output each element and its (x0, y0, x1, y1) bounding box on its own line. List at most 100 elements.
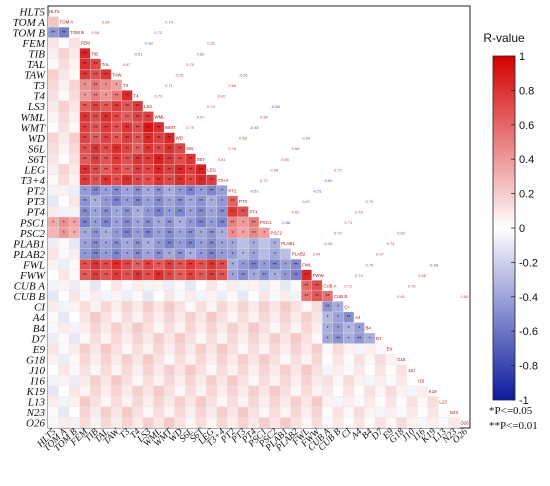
heatmap-cell (132, 332, 144, 344)
row-label: A4 (32, 312, 46, 324)
heatmap-cell (237, 385, 249, 397)
heatmap-cell (248, 332, 260, 344)
significance-marker: * (274, 252, 276, 258)
significance-marker: ** (157, 262, 161, 268)
heatmap-cell (364, 406, 376, 418)
heatmap-cell (142, 280, 154, 291)
heatmap-cell (79, 290, 91, 302)
diagonal-label: S6T (197, 157, 205, 162)
heatmap-cell (111, 301, 123, 313)
upper-value: 0.81 (207, 41, 216, 46)
heatmap-cell (47, 100, 59, 112)
heatmap-cell (174, 280, 186, 291)
row-label: S6L (28, 143, 45, 155)
significance-marker: * (147, 252, 149, 258)
significance-marker: ** (167, 146, 171, 152)
heatmap-cell (79, 385, 91, 397)
heatmap-cell (227, 311, 239, 323)
significance-marker: ** (104, 115, 108, 121)
significance-marker: * (242, 220, 244, 226)
significance-marker: ** (94, 73, 98, 79)
heatmap-cell (184, 322, 196, 334)
upper-value: 0.64 (302, 136, 311, 141)
significance-marker: * (179, 220, 181, 226)
heatmap-cell (385, 385, 397, 397)
significance-marker: * (274, 273, 276, 279)
heatmap-cell (301, 385, 312, 397)
significance-marker: ** (104, 210, 108, 216)
heatmap-cell (237, 396, 249, 408)
heatmap-cell (269, 332, 281, 344)
significance-marker: ** (104, 125, 108, 131)
significance-marker: * (189, 210, 191, 216)
upper-value: -0.62 (323, 178, 333, 183)
significance-marker: ** (94, 178, 98, 184)
significance-marker: * (158, 241, 160, 247)
diagonal-label: B4 (366, 326, 372, 331)
row-label: G18 (26, 354, 45, 366)
heatmap-cell (237, 237, 249, 249)
heatmap-cell (343, 343, 355, 355)
heatmap-cell (248, 417, 260, 429)
heatmap-cell (227, 396, 239, 408)
diagonal-label: TOM A (60, 20, 74, 25)
significance-marker: ** (104, 136, 108, 142)
heatmap-cell (206, 290, 217, 302)
heatmap-cell (311, 353, 323, 365)
heatmap-cell (301, 364, 312, 376)
significance-marker: * (337, 315, 339, 321)
diagonal-label: FWW (313, 273, 325, 278)
upper-value: 0.72 (344, 283, 353, 288)
significance-marker: ** (167, 136, 171, 142)
heatmap-cell (269, 301, 281, 313)
significance-marker: ** (357, 336, 361, 342)
upper-value: 0.79 (186, 125, 195, 130)
heatmap-cell (100, 353, 112, 365)
heatmap-cell (58, 417, 70, 429)
upper-value: -0.62 (144, 41, 154, 46)
significance-marker: * (63, 220, 65, 226)
heatmap-cell (47, 353, 59, 365)
heatmap-cell (364, 417, 376, 429)
heatmap-cell (237, 417, 249, 429)
heatmap-cell (132, 406, 144, 418)
heatmap-cell (438, 417, 450, 429)
heatmap-cell (248, 353, 260, 365)
heatmap-cell (68, 353, 80, 365)
significance-marker: ** (157, 146, 161, 152)
heatmap-cell (47, 37, 59, 49)
heatmap-cell (47, 385, 59, 397)
significance-marker: ** (104, 146, 108, 152)
upper-value: -0.58 (281, 220, 291, 225)
upper-triangle-values: 0.65 0.74 0.58 0.72 -0.62 0.81 -0.51 0.85 0.67 0.… (91, 20, 469, 299)
significance-marker: * (73, 231, 75, 237)
heatmap-cell (68, 164, 80, 175)
significance-marker: ** (94, 189, 98, 195)
significance-marker: ** (188, 157, 192, 163)
significance-marker: ** (115, 115, 119, 121)
heatmap-cell (100, 417, 112, 429)
heatmap-cell (364, 385, 376, 397)
heatmap-cell (364, 396, 376, 408)
heatmap-cell (47, 111, 59, 123)
heatmap-cell (79, 375, 91, 386)
heatmap-cell (216, 396, 228, 408)
row-label: FEM (21, 38, 45, 50)
significance-marker: * (126, 241, 128, 247)
upper-value: 0.58 (239, 136, 248, 141)
significance-marker: ** (157, 157, 161, 163)
heatmap-cell (47, 290, 59, 302)
significance-marker: ** (252, 262, 256, 268)
heatmap-cell (216, 332, 228, 344)
heatmap-cell (269, 406, 281, 418)
upper-value: -0.48 (429, 262, 439, 267)
heatmap-cell (142, 301, 154, 313)
heatmap-cell (153, 375, 165, 386)
significance-marker: * (242, 231, 244, 237)
heatmap-cell (47, 195, 59, 207)
heatmap-cell (47, 185, 59, 197)
heatmap-cell (58, 37, 70, 49)
significance-marker: ** (104, 157, 108, 163)
significance-marker: * (137, 220, 139, 226)
row-label: I16 (29, 376, 45, 388)
